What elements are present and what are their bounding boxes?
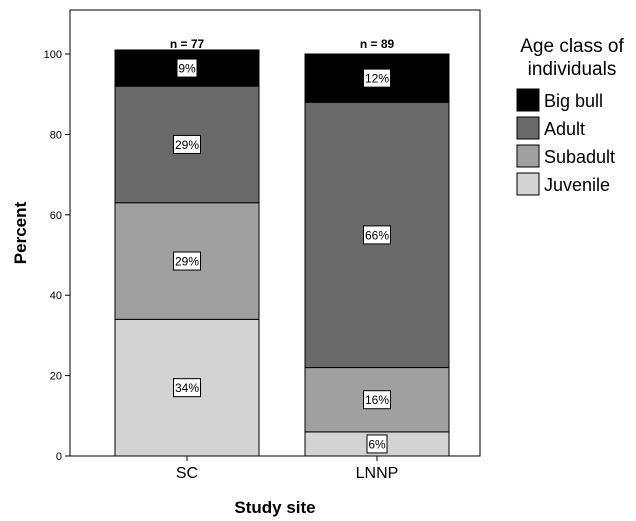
data-label-lnnp-big-bull: 12% (365, 72, 389, 86)
data-label-box (176, 58, 198, 78)
bars-layer: 34% 29% 29% 9% n = 77 6% 16% 66% 12% n = 89 (114, 37, 450, 457)
data-label-box (173, 378, 201, 398)
data-label-box (173, 251, 201, 271)
x-tick-label-lnnp: LNNP (356, 465, 399, 482)
data-label-sc-subadult: 29% (175, 255, 199, 269)
data-label-sc-juvenile: 34% (175, 381, 199, 395)
y-tick-label-0: 0 (56, 451, 62, 463)
legend-swatch-subadult (516, 144, 540, 168)
legend-swatch-adult (516, 116, 540, 140)
y-tick-label-80: 80 (50, 129, 62, 141)
legend-title-line-2: individuals (528, 59, 617, 80)
data-label-lnnp-juvenile: 6% (368, 437, 386, 451)
n-label-lnnp: n = 89 (360, 37, 395, 51)
legend-swatch-juvenile (516, 172, 540, 196)
legend-title-line-1: Age class of (520, 36, 624, 57)
legend-label-adult: Adult (544, 119, 585, 139)
legend-swatch-big-bull (516, 88, 540, 112)
data-label-box (366, 434, 388, 454)
x-tick-label-sc: SC (176, 465, 198, 482)
n-label-sc: n = 77 (170, 37, 205, 51)
x-axis-title: Study site (234, 498, 315, 517)
data-label-box (173, 134, 201, 154)
data-label-lnnp-subadult: 16% (365, 393, 389, 407)
data-label-sc-big-bull: 9% (178, 62, 196, 76)
data-label-box (363, 225, 391, 245)
y-tick-label-100: 100 (44, 49, 62, 61)
axis-layer: SC LNNP 0 20 40 60 80 100 (44, 49, 399, 482)
y-tick-label-60: 60 (50, 210, 62, 222)
legend-label-subadult: Subadult (544, 147, 615, 167)
data-label-sc-adult: 29% (175, 138, 199, 152)
y-tick-label-20: 20 (50, 371, 62, 383)
legend-label-big-bull: Big bull (544, 91, 603, 111)
legend-label-juvenile: Juvenile (544, 175, 610, 195)
data-label-box (363, 68, 391, 88)
y-axis-title: Percent (11, 201, 30, 264)
data-label-lnnp-adult: 66% (365, 228, 389, 242)
legend: Age class of individuals Big bull Adult Su… (516, 36, 624, 196)
y-tick-label-40: 40 (50, 290, 62, 302)
data-label-box (363, 390, 391, 410)
